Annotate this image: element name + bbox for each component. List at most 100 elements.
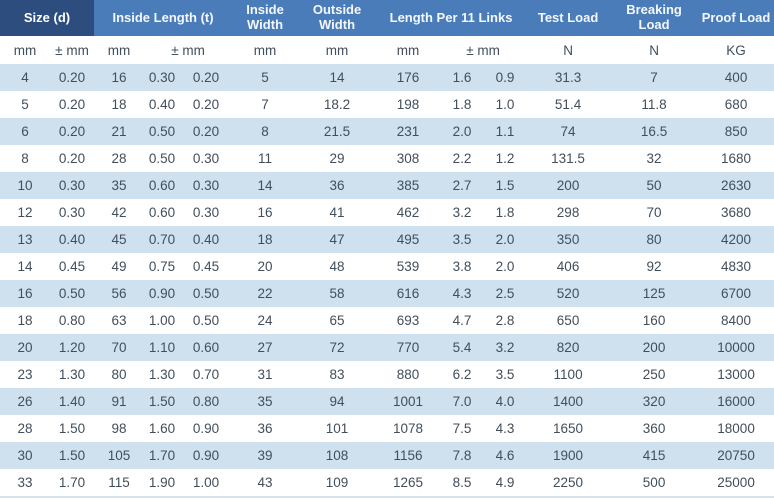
table-cell: 20750 [698, 442, 774, 469]
table-cell: 1156 [376, 442, 441, 469]
table-cell: 109 [298, 469, 377, 497]
table-cell: 16 [0, 280, 50, 307]
table-cell: 298 [526, 199, 611, 226]
unit-header-cell: KG [698, 36, 774, 64]
table-cell: 0.20 [180, 64, 233, 91]
table-cell: 3680 [698, 199, 774, 226]
table-cell: 616 [376, 280, 441, 307]
table-cell: 2.2 [440, 145, 485, 172]
table-cell: 0.80 [180, 388, 233, 415]
table-cell: 3.2 [440, 199, 485, 226]
table-cell: 880 [376, 361, 441, 388]
table-cell: 0.80 [50, 307, 95, 334]
table-cell: 0.45 [180, 253, 233, 280]
table-row: 30 1.50 105 1.70 0.90 39 108 1156 7.8 4.6 1900 415 2… [0, 442, 774, 469]
table-cell: 20 [0, 334, 50, 361]
table-cell: 231 [376, 118, 441, 145]
column-group-header: Inside Width [232, 0, 299, 36]
table-cell: 1.30 [144, 361, 181, 388]
table-cell: 4.6 [484, 442, 527, 469]
table-cell: 0.90 [180, 415, 233, 442]
table-cell: 92 [610, 253, 699, 280]
table-cell: 0.20 [50, 91, 95, 118]
table-cell: 1001 [376, 388, 441, 415]
table-cell: 1100 [526, 361, 611, 388]
table-cell: 320 [610, 388, 699, 415]
table-cell: 7 [232, 91, 299, 118]
table-cell: 2.5 [484, 280, 527, 307]
table-cell: 35 [94, 172, 145, 199]
table-row: 13 0.40 45 0.70 0.40 18 47 495 3.5 2.0 350 80 4200 [0, 226, 774, 253]
table-cell: 4.3 [440, 280, 485, 307]
table-cell: 1.5 [484, 172, 527, 199]
table-cell: 650 [526, 307, 611, 334]
table-cell: 18000 [698, 415, 774, 442]
table-cell: 2.7 [440, 172, 485, 199]
table-cell: 16 [94, 64, 145, 91]
table-cell: 5.4 [440, 334, 485, 361]
table-cell: 6.2 [440, 361, 485, 388]
table-cell: 27 [232, 334, 299, 361]
table-body: 4 0.20 16 0.30 0.20 5 14 176 1.6 0.9 31.3 7 400 5 0.20… [0, 64, 774, 497]
table-cell: 16.5 [610, 118, 699, 145]
unit-header-cell: mm [298, 36, 377, 64]
table-cell: 308 [376, 145, 441, 172]
table-row: 8 0.20 28 0.50 0.30 11 29 308 2.2 1.2 131.5 32 1680 [0, 145, 774, 172]
table-cell: 0.20 [50, 145, 95, 172]
table-cell: 7.8 [440, 442, 485, 469]
table-cell: 3.5 [484, 361, 527, 388]
table-cell: 1.70 [50, 469, 95, 497]
table-cell: 0.20 [180, 91, 233, 118]
table-cell: 160 [610, 307, 699, 334]
table-cell: 2.0 [440, 118, 485, 145]
table-cell: 4.7 [440, 307, 485, 334]
table-cell: 108 [298, 442, 377, 469]
table-cell: 1.40 [50, 388, 95, 415]
table-cell: 70 [610, 199, 699, 226]
table-cell: 14 [0, 253, 50, 280]
table-cell: 1.00 [180, 469, 233, 497]
table-cell: 14 [298, 64, 377, 91]
table-cell: 8 [0, 145, 50, 172]
table-cell: 4.3 [484, 415, 527, 442]
table-cell: 56 [94, 280, 145, 307]
table-cell: 0.30 [144, 64, 181, 91]
table-cell: 36 [298, 172, 377, 199]
table-cell: 1.50 [144, 388, 181, 415]
table-cell: 28 [0, 415, 50, 442]
table-cell: 63 [94, 307, 145, 334]
table-cell: 0.70 [180, 361, 233, 388]
table-cell: 539 [376, 253, 441, 280]
table-cell: 14 [232, 172, 299, 199]
table-cell: 0.20 [50, 64, 95, 91]
header-group-row: Size (d) Inside Length (t) Inside Width Out… [0, 0, 774, 36]
table-cell: 7 [610, 64, 699, 91]
table-cell: 7.5 [440, 415, 485, 442]
table-cell: 0.40 [50, 226, 95, 253]
table-cell: 80 [94, 361, 145, 388]
table-cell: 176 [376, 64, 441, 91]
table-cell: 462 [376, 199, 441, 226]
table-cell: 31 [232, 361, 299, 388]
table-cell: 1.6 [440, 64, 485, 91]
table-cell: 36 [232, 415, 299, 442]
table-cell: 1.90 [144, 469, 181, 497]
unit-header-cell: N [610, 36, 699, 64]
table-cell: 1400 [526, 388, 611, 415]
table-cell: 24 [232, 307, 299, 334]
table-cell: 11.8 [610, 91, 699, 118]
table-cell: 385 [376, 172, 441, 199]
table-cell: 2250 [526, 469, 611, 497]
table-cell: 7.0 [440, 388, 485, 415]
unit-header-cell: ± mm [144, 36, 233, 64]
table-cell: 105 [94, 442, 145, 469]
table-cell: 1.20 [50, 334, 95, 361]
table-row: 6 0.20 21 0.50 0.20 8 21.5 231 2.0 1.1 74 16.5 850 [0, 118, 774, 145]
table-row: 4 0.20 16 0.30 0.20 5 14 176 1.6 0.9 31.3 7 400 [0, 64, 774, 91]
table-cell: 20 [232, 253, 299, 280]
table-row: 18 0.80 63 1.00 0.50 24 65 693 4.7 2.8 650 160 8400 [0, 307, 774, 334]
table-cell: 250 [610, 361, 699, 388]
table-cell: 0.50 [50, 280, 95, 307]
